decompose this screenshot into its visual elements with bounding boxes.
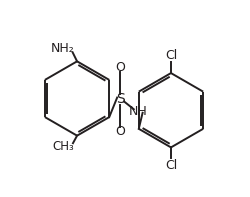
Text: Cl: Cl: [165, 159, 177, 172]
Text: O: O: [115, 61, 125, 74]
Text: S: S: [116, 92, 124, 106]
Text: CH₃: CH₃: [52, 140, 74, 153]
Text: Cl: Cl: [165, 49, 177, 62]
Text: NH: NH: [128, 105, 147, 118]
Text: NH₂: NH₂: [50, 42, 74, 55]
Text: O: O: [115, 125, 125, 138]
